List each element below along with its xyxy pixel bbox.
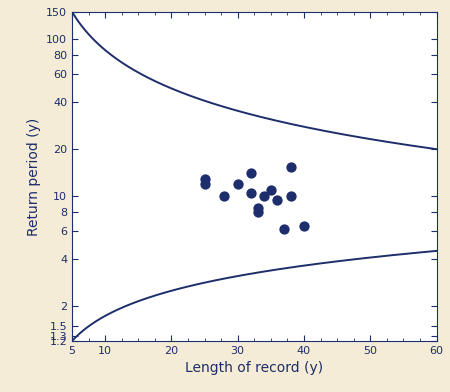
Point	[201, 175, 208, 181]
Point	[280, 226, 288, 232]
Point	[287, 163, 294, 170]
Point	[248, 171, 255, 177]
Point	[248, 190, 255, 196]
X-axis label: Length of record (y): Length of record (y)	[185, 361, 323, 376]
Point	[267, 187, 274, 193]
Point	[254, 204, 261, 211]
Point	[287, 193, 294, 200]
Point	[261, 193, 268, 200]
Point	[254, 209, 261, 215]
Point	[274, 197, 281, 203]
Y-axis label: Return period (y): Return period (y)	[27, 117, 40, 236]
Point	[300, 223, 307, 229]
Point	[234, 181, 241, 187]
Point	[221, 193, 228, 200]
Point	[201, 181, 208, 187]
